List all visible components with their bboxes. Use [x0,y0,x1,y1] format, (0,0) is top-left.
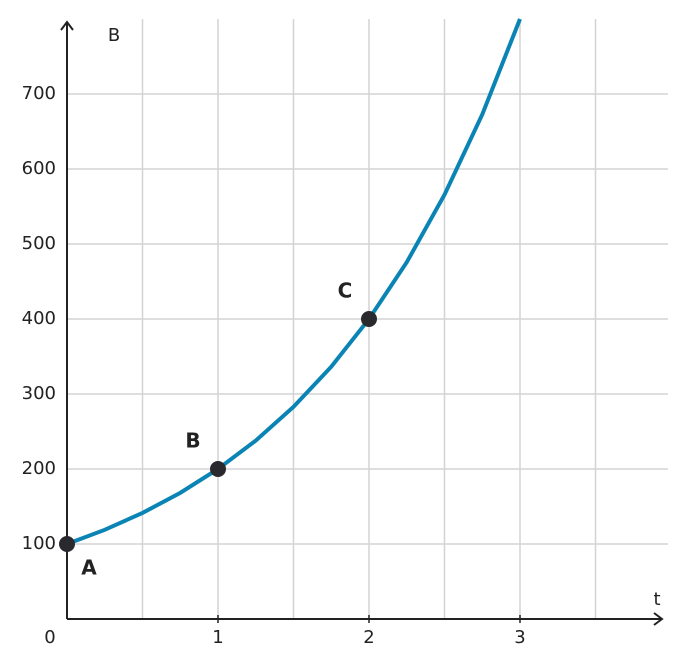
x-tick-label: 0 [44,627,55,648]
y-tick-label: 400 [22,308,56,329]
y-tick-label: 200 [22,458,56,479]
y-tick-label: 500 [22,233,56,254]
x-axis-label: t [653,589,660,610]
curve [66,18,522,546]
y-axis-arrow [60,20,74,31]
y-tick-label: 100 [22,533,56,554]
x-tick-label: 2 [363,627,374,648]
point-label: B [185,429,200,453]
y-tick-label: 300 [22,383,56,404]
point-label: A [81,556,97,580]
point [361,311,377,327]
point [59,536,75,552]
y-axis-label: B [108,25,120,46]
point [210,461,226,477]
x-tick-label: 3 [514,627,525,648]
point-label: C [338,279,353,303]
y-tick-label: 600 [22,158,56,179]
x-axis-arrow [653,612,664,626]
y-tick-label: 700 [22,83,56,104]
x-tick-label: 1 [212,627,223,648]
